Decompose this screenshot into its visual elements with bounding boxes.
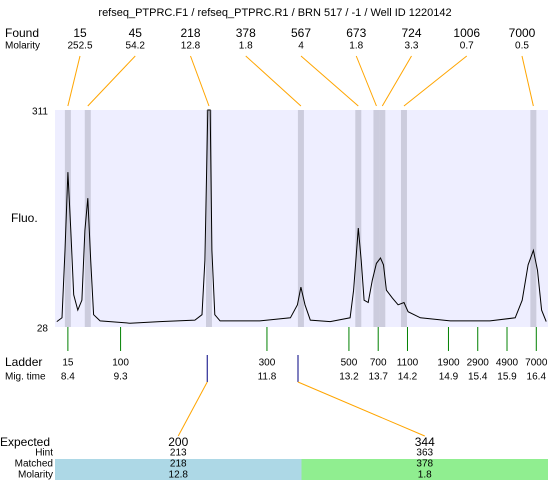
found-molarity: 4	[298, 41, 304, 52]
peak-connector	[403, 55, 468, 107]
y-tick-label: 28	[37, 324, 49, 335]
found-molarity: 12.8	[181, 41, 201, 52]
peak-connector	[300, 55, 359, 107]
trace	[56, 109, 547, 324]
ladder-size: 100	[112, 358, 129, 369]
expected-molarity-label: Molarity	[18, 470, 53, 480]
ladder-size: 700	[370, 358, 387, 369]
peak-connector	[87, 55, 136, 107]
expected-size: 344	[415, 435, 435, 449]
ladder-label: Ladder	[5, 355, 42, 369]
expected-molarity: 12.8	[169, 470, 189, 480]
molarity-label: Molarity	[5, 41, 40, 52]
peak-band	[297, 110, 304, 327]
expected-connector	[177, 381, 208, 437]
found-molarity: 1.8	[239, 41, 253, 52]
peak-band	[379, 110, 386, 327]
hint-label: Hint	[35, 448, 53, 459]
found-size: 378	[236, 26, 256, 40]
matched: 378	[416, 459, 433, 470]
y-tick-label: 311	[32, 107, 48, 118]
found-molarity: 0.5	[515, 41, 529, 52]
found-size: 218	[180, 26, 200, 40]
matched-label: Matched	[15, 459, 53, 470]
found-molarity: 252.5	[67, 41, 92, 52]
expected-molarity: 1.8	[418, 470, 432, 480]
found-size: 15	[73, 26, 87, 40]
ladder-size: 15	[62, 358, 74, 369]
ladder-size: 1100	[397, 358, 419, 369]
found-size: 45	[129, 26, 143, 40]
found-molarity: 0.7	[460, 41, 474, 52]
ladder-time: 14.9	[439, 372, 459, 383]
matched-cell	[55, 459, 302, 480]
expected-label: Expected	[0, 435, 50, 449]
ladder-size: 300	[259, 358, 276, 369]
found-size: 567	[291, 26, 311, 40]
ladder-time: 9.3	[114, 372, 128, 383]
found-size: 724	[401, 26, 421, 40]
ladder-size: 500	[341, 358, 358, 369]
found-molarity: 1.8	[349, 41, 363, 52]
ladder-size: 4900	[496, 358, 519, 369]
found-size: 673	[346, 26, 366, 40]
ladder-time: 14.2	[398, 372, 418, 383]
found-label: Found	[5, 26, 39, 40]
ladder-size: 2900	[467, 358, 490, 369]
mig-time-label: Mig. time	[5, 372, 46, 383]
found-molarity: 3.3	[405, 41, 419, 52]
peak-band	[530, 110, 537, 327]
peak-band	[64, 110, 71, 327]
peak-band	[373, 110, 380, 327]
y-label: Fluo.	[11, 211, 38, 225]
peak-band	[84, 110, 91, 327]
hint: 213	[170, 448, 187, 459]
ladder-time: 11.8	[258, 372, 277, 383]
peak-band	[355, 110, 362, 327]
peak-connector	[521, 55, 534, 107]
ladder-time: 13.7	[368, 372, 388, 383]
matched-cell	[301, 459, 548, 480]
found-size: 7000	[509, 26, 536, 40]
peak-connector	[67, 55, 81, 107]
ladder-time: 15.9	[497, 372, 517, 383]
peak-band	[205, 110, 212, 327]
ladder-size: 7000	[525, 358, 548, 369]
ladder-size: 1900	[437, 358, 460, 369]
ladder-time: 16.4	[527, 372, 547, 383]
peak-connector	[355, 55, 377, 107]
ladder-time: 8.4	[61, 372, 75, 383]
peak-connector	[381, 55, 412, 107]
title: refseq_PTPRC.F1 / refseq_PTPRC.R1 / BRN …	[98, 7, 451, 19]
ladder-time: 13.2	[339, 372, 359, 383]
peak-band	[400, 110, 407, 327]
expected-size: 200	[168, 435, 188, 449]
expected-connector	[297, 381, 425, 437]
found-molarity: 54.2	[126, 41, 146, 52]
hint: 363	[416, 448, 433, 459]
ladder-time: 15.4	[468, 372, 488, 383]
found-size: 1006	[453, 26, 480, 40]
peak-connector	[245, 55, 302, 107]
peak-connector	[190, 55, 210, 107]
matched: 218	[170, 459, 187, 470]
